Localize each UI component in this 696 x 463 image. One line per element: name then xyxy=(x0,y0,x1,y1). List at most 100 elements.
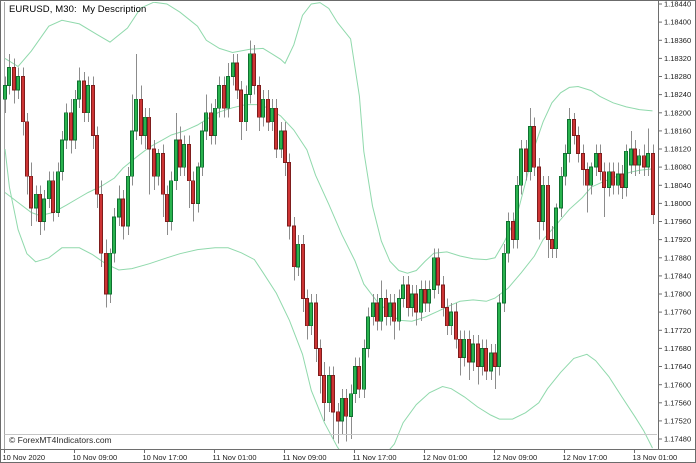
bull-candle xyxy=(567,119,571,154)
bear-candle xyxy=(585,168,589,186)
bear-candle xyxy=(314,302,318,349)
bear-candle xyxy=(25,121,29,177)
bear-candle xyxy=(467,338,471,363)
bull-candle xyxy=(366,316,370,349)
bear-candle xyxy=(524,148,528,173)
bull-candle xyxy=(73,98,77,141)
price-axis-label: 1.17520 xyxy=(664,417,691,426)
bull-candle xyxy=(489,352,493,372)
bear-candle xyxy=(331,375,335,413)
chart-symbol-label: EURUSD, M30: My Description xyxy=(9,4,147,15)
price-axis-label: 1.18160 xyxy=(664,127,691,136)
price-axis-label: 1.17480 xyxy=(664,435,691,444)
time-axis[interactable]: 10 Nov 2020 10 Nov 09:00 10 Nov 17:00 11 No… xyxy=(1,449,696,463)
bull-candle xyxy=(353,366,357,395)
bear-candle xyxy=(458,338,462,358)
bull-candle xyxy=(112,216,116,254)
bull-candle xyxy=(401,284,405,300)
bull-candle xyxy=(563,153,567,177)
bull-candle xyxy=(637,155,641,166)
bear-candle xyxy=(104,252,108,295)
bull-candle xyxy=(327,375,331,404)
bear-candle xyxy=(322,375,326,404)
bull-candle xyxy=(200,130,204,168)
bull-candle xyxy=(554,207,558,250)
bear-candle xyxy=(51,180,55,213)
bear-candle xyxy=(187,144,191,182)
bear-candle xyxy=(476,343,480,367)
bull-candle xyxy=(213,107,217,136)
time-axis-label: 13 Nov 01:00 xyxy=(633,453,678,462)
bear-candle xyxy=(21,76,25,123)
price-axis-label: 1.18000 xyxy=(664,199,691,208)
price-axis-label: 1.18320 xyxy=(664,54,691,63)
price-axis-label: 1.18400 xyxy=(664,18,691,27)
bear-candle xyxy=(454,311,458,340)
bull-candle xyxy=(117,198,121,218)
bull-candle xyxy=(309,302,313,327)
price-axis-label: 1.17800 xyxy=(664,290,691,299)
bear-candle xyxy=(239,89,243,123)
bear-candle xyxy=(287,162,291,227)
bear-candle xyxy=(82,80,86,114)
time-axis-label: 11 Nov 17:00 xyxy=(353,453,397,462)
bear-candle xyxy=(484,347,488,372)
bear-candle xyxy=(406,284,410,309)
time-axis-label: 12 Nov 09:00 xyxy=(493,453,538,462)
time-axis-label: 11 Nov 01:00 xyxy=(213,453,257,462)
bull-candle xyxy=(279,130,283,150)
bear-candle xyxy=(423,289,427,304)
bull-candle xyxy=(156,153,160,177)
bull-candle xyxy=(7,67,11,86)
bull-candle xyxy=(196,166,200,204)
bull-candle xyxy=(449,311,453,327)
price-axis-label: 1.18280 xyxy=(664,72,691,81)
bear-candle xyxy=(392,302,396,322)
bear-candle xyxy=(318,347,322,376)
bull-candle xyxy=(462,338,466,358)
bear-candle xyxy=(178,139,182,168)
bear-candle xyxy=(191,180,195,204)
bull-candle xyxy=(244,94,248,123)
time-axis-label: 12 Nov 17:00 xyxy=(563,453,608,462)
bear-candle xyxy=(305,298,309,327)
bull-candle xyxy=(624,150,628,189)
bull-candle xyxy=(130,130,134,177)
price-axis-label: 1.17880 xyxy=(664,253,691,262)
bear-candle xyxy=(441,284,445,309)
bull-candle xyxy=(362,347,366,390)
bull-candle xyxy=(371,302,375,318)
bull-candle xyxy=(143,116,147,136)
bull-candle xyxy=(515,184,519,241)
price-axis-label: 1.18240 xyxy=(664,90,691,99)
bull-candle xyxy=(248,53,252,95)
bull-candle xyxy=(519,148,523,186)
time-axis-label: 10 Nov 09:00 xyxy=(73,453,118,462)
bull-candle xyxy=(541,184,545,223)
bollinger-bands xyxy=(4,2,653,449)
bear-candle xyxy=(292,225,296,268)
bear-candle xyxy=(581,153,585,170)
bull-candle xyxy=(296,243,300,268)
price-axis-label: 1.18360 xyxy=(664,36,691,45)
bear-candle xyxy=(532,126,536,168)
bear-candle xyxy=(576,134,580,154)
bull-candle xyxy=(379,298,383,322)
bear-candle xyxy=(620,173,624,188)
bull-candle xyxy=(432,257,436,290)
bear-candle xyxy=(633,148,637,166)
price-axis-label: 1.18200 xyxy=(664,108,691,117)
bull-candle xyxy=(42,198,46,222)
bull-candle xyxy=(616,173,620,186)
bear-candle xyxy=(511,221,515,241)
bull-candle xyxy=(349,393,353,417)
bear-candle xyxy=(357,366,361,390)
bear-candle xyxy=(29,175,33,209)
bear-candle xyxy=(493,352,497,367)
price-axis[interactable]: 1.18440 1.18400 1.18360 1.18320 1.18280 1.182… xyxy=(658,1,691,449)
bull-candle xyxy=(559,175,563,209)
bull-candle xyxy=(169,180,173,222)
